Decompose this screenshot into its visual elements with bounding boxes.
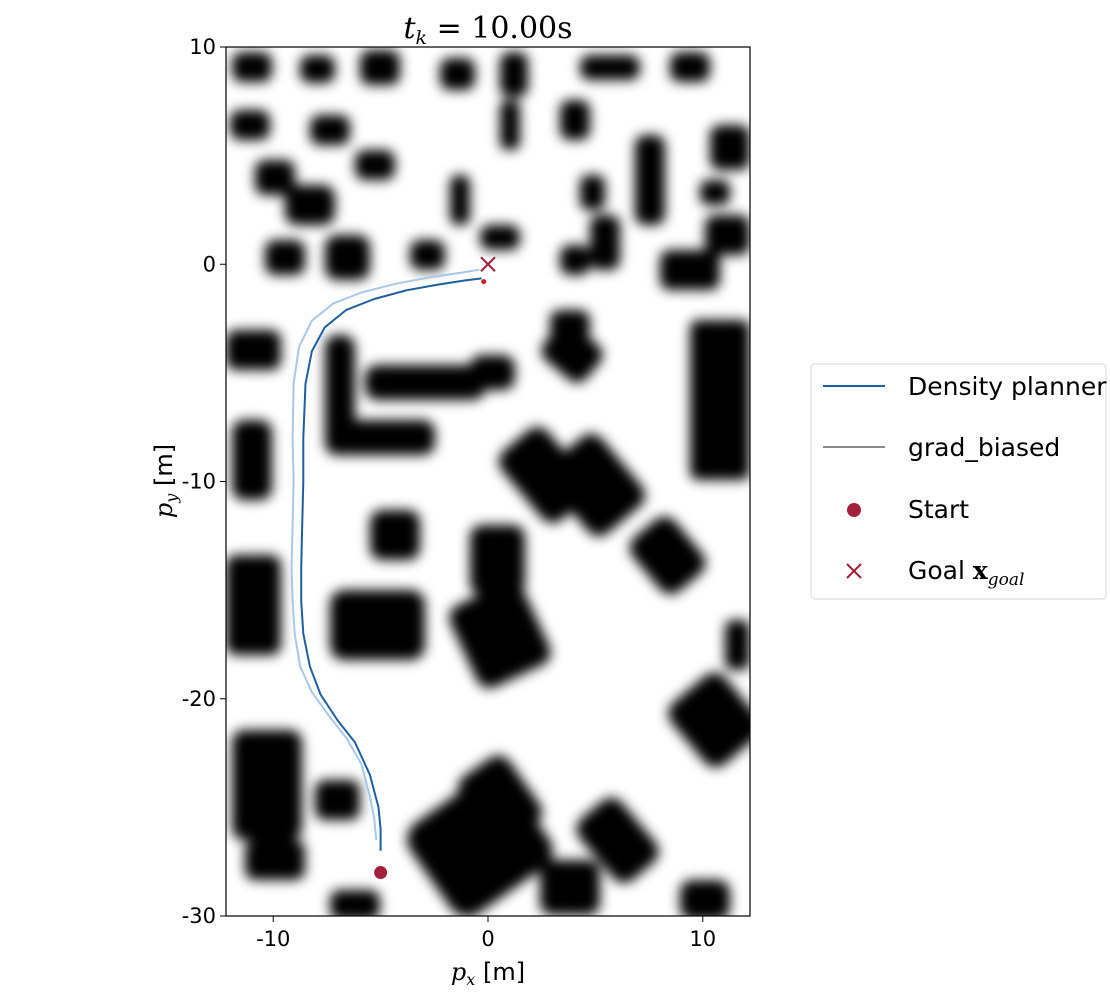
obstacle xyxy=(470,525,525,595)
obstacle xyxy=(265,240,305,275)
obstacle xyxy=(226,555,281,655)
obstacle xyxy=(560,100,590,140)
marker-layer xyxy=(374,256,496,880)
obstacle xyxy=(232,52,272,82)
obstacle xyxy=(300,55,335,83)
obstacle xyxy=(245,840,305,880)
obstacle xyxy=(541,322,603,383)
obstacle xyxy=(660,250,720,290)
obstacle xyxy=(407,773,553,916)
series-line-density-planner xyxy=(300,277,482,851)
obstacle xyxy=(705,215,750,255)
obstacle xyxy=(410,240,445,270)
obstacle xyxy=(670,52,710,82)
obstacle xyxy=(325,420,435,455)
obstacle xyxy=(500,100,520,150)
obstacle xyxy=(232,730,302,840)
obstacle xyxy=(668,672,750,768)
obstacle xyxy=(226,330,281,370)
legend-label-start: Start xyxy=(908,495,969,524)
y-tick-label: -10 xyxy=(182,470,216,494)
obstacle xyxy=(355,150,395,180)
obstacle xyxy=(310,115,350,145)
obstacle xyxy=(635,135,665,225)
obstacle xyxy=(544,433,646,537)
y-axis-ticks: 10 0 -10 -20 -30 xyxy=(182,35,226,928)
y-tick-label: -30 xyxy=(182,904,216,928)
obstacle xyxy=(680,880,730,916)
y-tick-label: 0 xyxy=(203,252,216,276)
obstacle xyxy=(315,780,360,820)
obstacle xyxy=(230,110,270,140)
obstacle xyxy=(325,235,370,280)
y-tick-label: -20 xyxy=(182,687,216,711)
current-position-marker xyxy=(481,279,487,285)
obstacle xyxy=(580,55,640,80)
chart-title: tk = 10.00s xyxy=(403,11,572,49)
obstacle xyxy=(576,797,659,883)
obstacle xyxy=(440,58,475,90)
legend-goal-cross xyxy=(846,563,862,579)
start-marker xyxy=(374,866,388,880)
obstacle xyxy=(500,52,528,97)
x-axis-ticks: -10 0 10 xyxy=(256,916,716,951)
legend-label-density-planner: Density planner xyxy=(908,372,1107,401)
obstacle xyxy=(470,355,515,390)
goal-marker xyxy=(480,256,496,272)
obstacle xyxy=(365,365,485,400)
x-tick-label: -10 xyxy=(256,927,290,951)
obstacle xyxy=(255,160,295,195)
plot-area xyxy=(226,47,750,916)
x-tick-label: 0 xyxy=(481,927,494,951)
legend-label-grad-biased: grad_biased xyxy=(908,433,1060,462)
obstacle xyxy=(690,320,750,480)
obstacle xyxy=(330,890,380,916)
obstacle xyxy=(480,225,520,250)
y-axis-label: py [m] xyxy=(150,444,181,518)
legend-swatch-start xyxy=(847,503,861,517)
obstacle xyxy=(540,860,600,915)
obstacle xyxy=(450,175,470,225)
obstacle xyxy=(710,125,750,170)
obstacle xyxy=(232,420,272,500)
obstacle xyxy=(360,50,400,85)
obstacle-map xyxy=(226,50,750,916)
series-layer xyxy=(290,268,482,851)
legend-swatch-goal xyxy=(846,563,862,579)
obstacle xyxy=(560,245,590,275)
legend-box xyxy=(810,363,1107,600)
obstacle xyxy=(700,180,730,205)
obstacle xyxy=(590,215,620,270)
obstacle xyxy=(330,590,425,660)
x-axis-label: px [m] xyxy=(451,958,525,989)
legend: Density planner grad_biased Start Goal x… xyxy=(810,363,1107,600)
obstacle xyxy=(580,175,605,210)
obstacle xyxy=(725,620,750,670)
x-tick-label: 10 xyxy=(689,927,716,951)
obstacle xyxy=(449,581,551,689)
y-tick-label: 10 xyxy=(189,35,216,59)
obstacle xyxy=(285,185,335,225)
obstacle xyxy=(370,510,420,560)
obstacle xyxy=(629,516,706,595)
series-line-grad-biased xyxy=(290,268,480,841)
legend-label-goal: Goal xgoal xyxy=(908,556,1025,590)
